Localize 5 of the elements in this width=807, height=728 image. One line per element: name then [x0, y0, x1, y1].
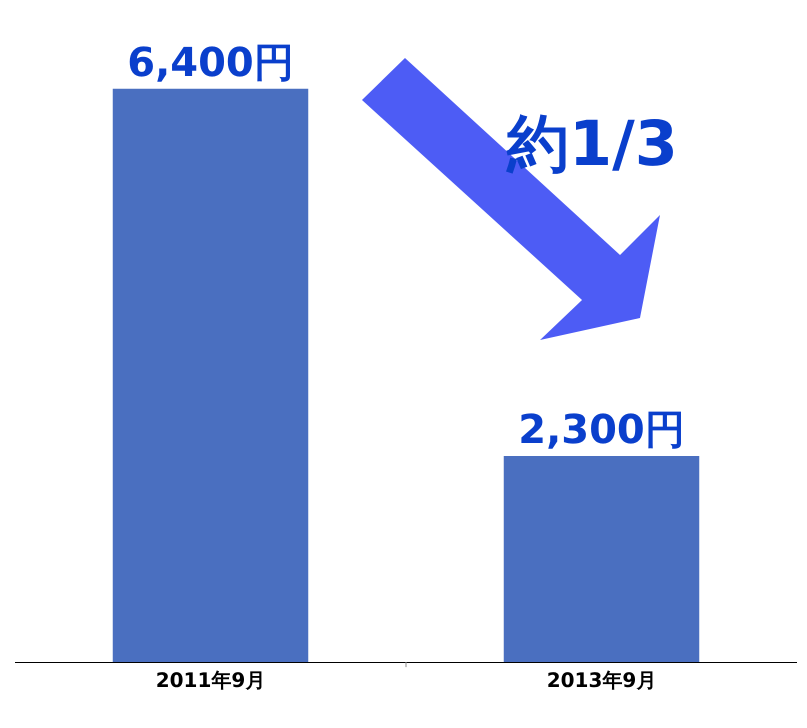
- data-label: 6,400円: [127, 40, 294, 86]
- x-tick-label: 2011年9月: [156, 668, 266, 692]
- annotation: 約1/3: [505, 107, 678, 180]
- data-label: 2,300円: [518, 407, 685, 453]
- x-tick-label: 2013年9月: [546, 668, 656, 692]
